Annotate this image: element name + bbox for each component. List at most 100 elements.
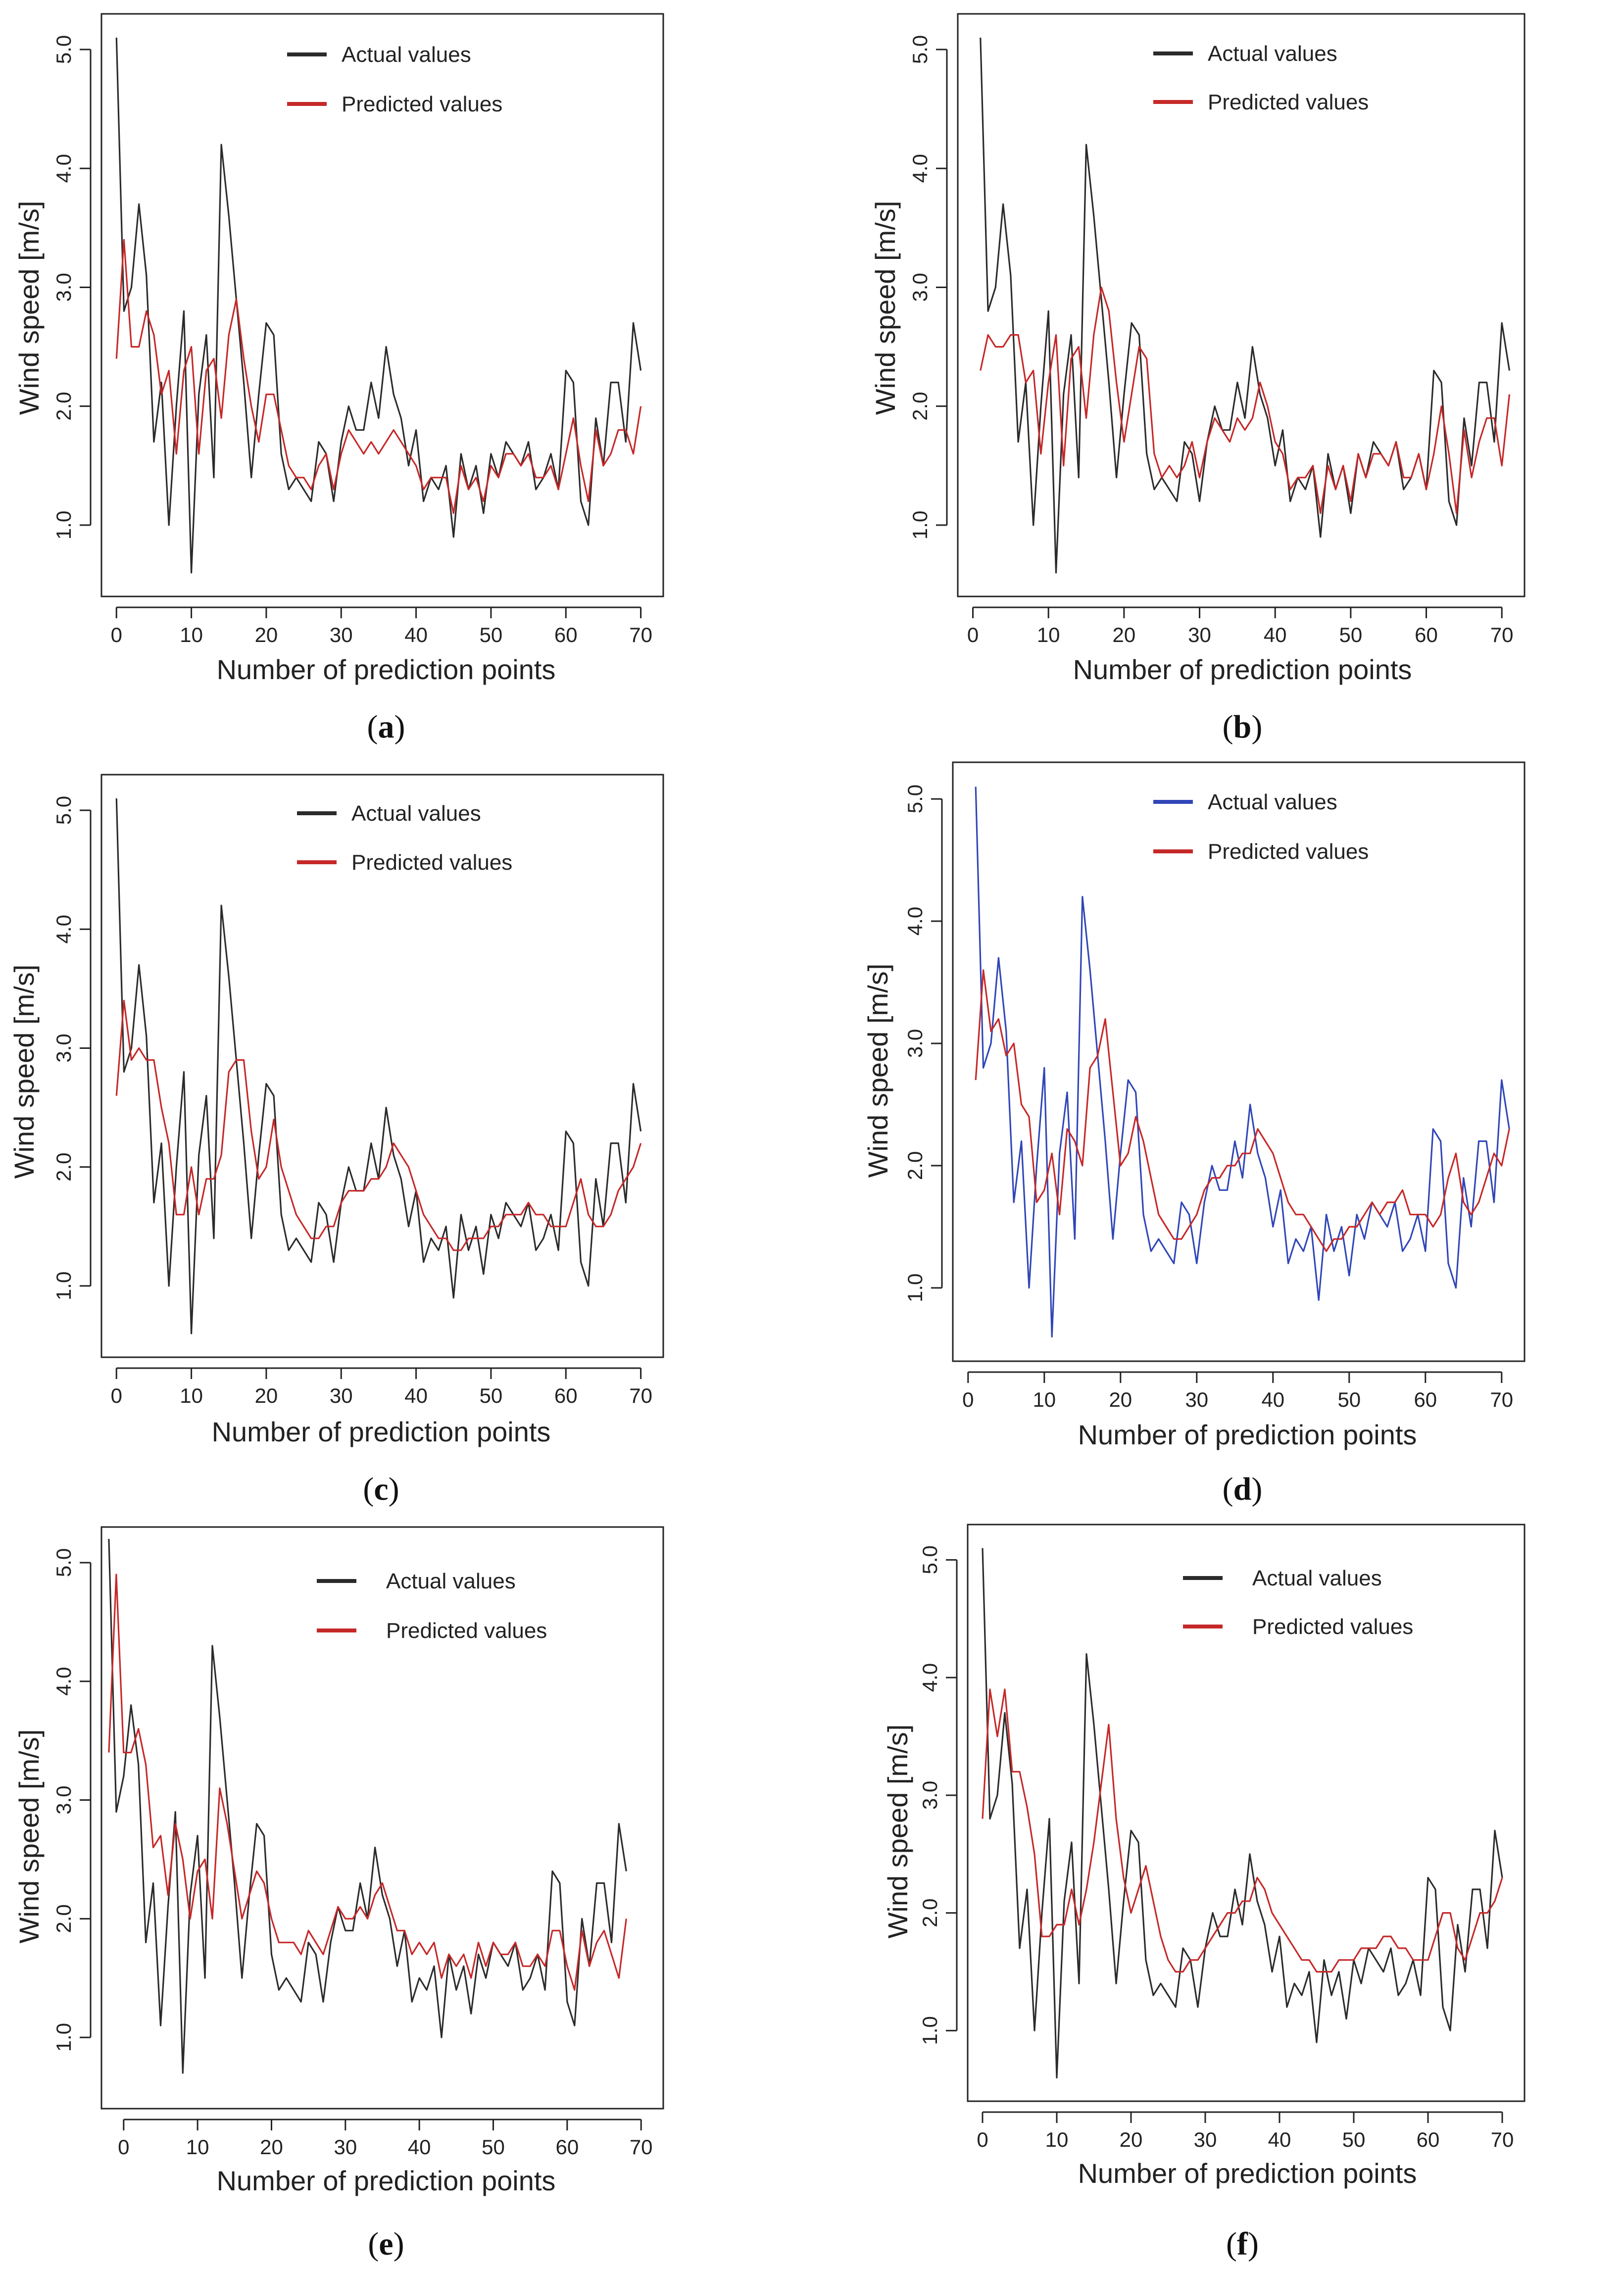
y-tick-label: 5.0	[918, 1545, 941, 1574]
actual-values-line	[982, 1548, 1503, 2078]
y-axis-label-a: Wind speed [m/s]	[13, 201, 45, 415]
x-tick-label: 0	[118, 2135, 129, 2159]
x-tick-label: 20	[260, 2135, 283, 2159]
x-tick-label: 0	[111, 623, 122, 646]
y-tick-label: 3.0	[918, 1781, 941, 1810]
y-axis-label-f: Wind speed [m/s]	[882, 1725, 913, 1939]
y-tick-label: 2.0	[918, 1898, 941, 1927]
x-tick-label: 30	[1194, 2128, 1217, 2151]
x-tick-label: 70	[1491, 2128, 1514, 2151]
x-tick-label: 60	[1414, 1388, 1437, 1411]
x-tick-label: 20	[1120, 2128, 1143, 2151]
x-tick-label: 30	[330, 623, 353, 646]
legend-actual-label-e: Actual values	[386, 1569, 516, 1593]
y-tick-label: 2.0	[52, 392, 75, 420]
panel-caption-f: (f)	[1226, 2226, 1259, 2262]
legend-predicted-label-c: Predicted values	[351, 850, 512, 875]
legend-predicted-label-f: Predicted values	[1252, 1615, 1413, 1639]
legend-predicted-label-e: Predicted values	[386, 1619, 547, 1643]
x-tick-label: 40	[404, 623, 428, 646]
x-tick-label: 60	[1415, 623, 1438, 646]
x-tick-label: 50	[480, 1384, 503, 1407]
x-tick-label: 10	[180, 1384, 203, 1407]
x-tick-label: 10	[1033, 1388, 1056, 1411]
actual-values-line	[980, 37, 1511, 574]
y-axis-label-b: Wind speed [m/s]	[870, 201, 901, 415]
plot-area-a: 0 10 20 30 40 50 60 70 1.0 2.0 3.0 4.0 5.0	[52, 13, 664, 646]
y-tick-label: 3.0	[52, 1785, 75, 1814]
plot-area-b: 0 10 20 30 40 50 60 70 1.0 2.0 3.0 4.0 5.0	[908, 13, 1526, 646]
plot-area-f: 0 10 20 30 40 50 60 70 1.0 2.0 3.0 4.0 5.0	[918, 1524, 1526, 2151]
plot-area-d: 0 10 20 30 40 50 60 70 1.0 2.0 3.0 4.0 5.0	[903, 761, 1526, 1411]
x-tick-label: 40	[404, 1384, 428, 1407]
actual-values-line	[115, 37, 642, 574]
legend-predicted-label-d: Predicted values	[1208, 839, 1369, 864]
x-tick-label: 50	[1339, 623, 1363, 646]
legend-actual-label-b: Actual values	[1208, 42, 1337, 66]
y-tick-label: 2.0	[52, 1152, 75, 1181]
x-tick-label: 50	[482, 2135, 505, 2159]
predicted-values-line	[108, 1574, 627, 1991]
y-tick-label: 4.0	[918, 1663, 941, 1692]
legend-actual-label-a: Actual values	[342, 43, 471, 67]
y-tick-label: 4.0	[908, 154, 932, 183]
y-tick-label: 2.0	[903, 1151, 927, 1180]
y-tick-label: 2.0	[52, 1904, 75, 1933]
x-tick-label: 20	[1113, 623, 1136, 646]
y-tick-label: 5.0	[52, 35, 75, 64]
x-tick-label: 0	[111, 1384, 122, 1407]
y-axis-label-e: Wind speed [m/s]	[13, 1729, 45, 1944]
y-tick-label: 3.0	[52, 1034, 75, 1062]
y-tick-label: 1.0	[903, 1274, 927, 1302]
x-tick-label: 40	[1268, 2128, 1291, 2151]
x-tick-label: 50	[480, 623, 503, 646]
legend-predicted-label-b: Predicted values	[1208, 90, 1369, 114]
y-tick-label: 1.0	[908, 511, 932, 540]
panel-caption-a: (a)	[367, 709, 405, 745]
x-tick-label: 20	[255, 623, 278, 646]
y-tick-label: 3.0	[903, 1029, 927, 1058]
panel-caption-d: (d)	[1223, 1471, 1263, 1507]
panel-c: 0 10 20 30 40 50 60 70 1.0 2.0 3.0 4.0 5.0 Number of…	[8, 774, 664, 1507]
plot-frame	[100, 1526, 664, 2110]
x-tick-label: 60	[1417, 2128, 1440, 2151]
actual-values-line	[975, 787, 1510, 1338]
x-axis-label-a: Number of prediction points	[217, 654, 556, 685]
y-tick-label: 4.0	[903, 907, 927, 936]
y-tick-label: 1.0	[52, 511, 75, 540]
y-tick-label: 5.0	[52, 1548, 75, 1577]
x-tick-label: 70	[1490, 1388, 1513, 1411]
y-tick-label: 3.0	[908, 273, 932, 301]
x-tick-label: 0	[962, 1388, 974, 1411]
predicted-values-line	[975, 969, 1510, 1252]
x-tick-label: 30	[334, 2135, 357, 2159]
panel-a: 0 10 20 30 40 50 60 70 1.0 2.0 3.0 4.0 5.0 Number of…	[13, 13, 664, 745]
actual-values-line	[115, 798, 642, 1334]
x-tick-label: 10	[1037, 623, 1060, 646]
x-tick-label: 60	[555, 2135, 579, 2159]
x-tick-label: 20	[1109, 1388, 1132, 1411]
x-tick-label: 40	[1264, 623, 1287, 646]
x-axis-label-b: Number of prediction points	[1073, 654, 1412, 685]
y-tick-label: 5.0	[903, 785, 927, 813]
x-tick-label: 60	[554, 623, 578, 646]
x-tick-label: 10	[186, 2135, 209, 2159]
x-tick-label: 40	[408, 2135, 431, 2159]
y-tick-label: 1.0	[918, 2016, 941, 2045]
panel-d: 0 10 20 30 40 50 60 70 1.0 2.0 3.0 4.0 5.0 Number of…	[862, 761, 1526, 1507]
x-tick-label: 30	[1185, 1388, 1208, 1411]
panel-f: 0 10 20 30 40 50 60 70 1.0 2.0 3.0 4.0 5.0 Number of…	[882, 1524, 1526, 2262]
y-tick-label: 4.0	[52, 154, 75, 183]
actual-values-line	[108, 1538, 627, 2074]
panel-e: 0 10 20 30 40 50 60 70 1.0 2.0 3.0 4.0 5.0 Number of…	[13, 1526, 664, 2262]
legend-actual-label-d: Actual values	[1208, 790, 1337, 814]
x-tick-label: 0	[977, 2128, 988, 2151]
x-tick-label: 20	[255, 1384, 278, 1407]
plot-frame	[967, 1524, 1526, 2102]
y-tick-label: 1.0	[52, 1272, 75, 1300]
panel-caption-e: (e)	[368, 2226, 404, 2262]
y-axis-label-c: Wind speed [m/s]	[8, 965, 40, 1179]
legend-actual-label-f: Actual values	[1252, 1566, 1382, 1590]
x-tick-label: 70	[1490, 623, 1514, 646]
x-tick-label: 40	[1261, 1388, 1284, 1411]
